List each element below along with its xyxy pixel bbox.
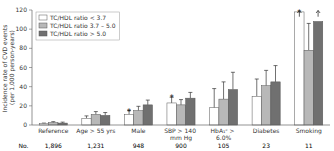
x-tick-label: Reference (38, 127, 69, 134)
error-bar (179, 100, 183, 105)
y-axis-label: Incidence rate of CVD events (per 1,000 … (1, 23, 16, 112)
y-tick-label: 80 (19, 44, 27, 51)
y-tick-label: 60 (19, 64, 27, 71)
number: 105 (218, 142, 230, 149)
significance-star: * (127, 108, 131, 117)
y-tick (29, 48, 32, 49)
bar (176, 105, 185, 125)
y-tick (29, 105, 32, 106)
chart: 0 20 40 60 80 100 120 Incidence rate of CVD eve… (0, 0, 334, 151)
error-bar (222, 82, 226, 99)
y-tick (29, 67, 32, 68)
y-tick (29, 125, 32, 126)
numbers-label: No. (19, 142, 29, 149)
bar (261, 86, 270, 125)
y-tick (29, 29, 32, 30)
x-tick-label: Diabetes (253, 127, 280, 134)
bar (219, 99, 228, 125)
bar (210, 108, 219, 125)
number: 11 (305, 142, 313, 149)
y-tick-label: 0 (23, 121, 27, 128)
legend-swatch (39, 15, 47, 20)
error-bar (94, 112, 98, 115)
legend-swatch (39, 31, 47, 36)
significance-star: * (297, 9, 301, 18)
error-bar (264, 70, 268, 85)
y-axis (32, 10, 33, 125)
x-tick-label: HbA₁ᶜ > 6.0% (211, 127, 237, 141)
y-tick-label: 100 (16, 25, 28, 32)
error-bar (231, 72, 235, 89)
y-tick-label: 120 (16, 6, 28, 13)
legend-label: TC/HDL ratio 3.7 – 5.0 (49, 22, 116, 29)
truncation-arrow (316, 10, 320, 16)
y-tick (29, 86, 32, 87)
error-bar (212, 89, 216, 108)
bar (91, 114, 100, 125)
bar (101, 115, 110, 125)
x-tick-label: Male (131, 127, 146, 134)
bar (134, 111, 143, 125)
bar (186, 98, 195, 125)
legend: TC/HDL ratio < 3.7TC/HDL ratio 3.7 – 5.0… (36, 12, 120, 40)
bar (295, 12, 304, 125)
error-bar (274, 66, 278, 82)
error-bar (146, 100, 150, 105)
error-bar (84, 116, 88, 118)
bar (252, 96, 261, 125)
bar (167, 103, 176, 125)
number: 948 (133, 142, 145, 149)
number: 23 (262, 142, 270, 149)
bar (143, 105, 152, 125)
bar (228, 90, 237, 125)
significance-star: * (170, 94, 174, 103)
y-tick-label: 20 (19, 102, 27, 109)
x-tick-label: SBP > 140 mm Hg (164, 127, 198, 142)
x-axis (32, 125, 330, 126)
error-bar (103, 113, 107, 116)
bar (313, 22, 322, 126)
number: 1,896 (45, 142, 62, 149)
number: 900 (175, 142, 187, 149)
truncation-arrow (297, 10, 301, 16)
number: 1,231 (87, 142, 104, 149)
legend-label: TC/HDL ratio > 5.0 (49, 30, 106, 37)
error-bar (136, 106, 140, 110)
bar (49, 123, 58, 125)
bar (82, 118, 91, 125)
legend-label: TC/HDL ratio < 3.7 (49, 14, 106, 21)
error-bar (255, 79, 259, 96)
error-bar (188, 92, 192, 98)
y-tick-label: 40 (19, 83, 27, 90)
legend-swatch (39, 23, 47, 28)
bar (271, 82, 280, 125)
y-tick (29, 10, 32, 11)
bar (304, 50, 313, 125)
x-tick-label: Smoking (296, 127, 322, 135)
x-tick-label: Age > 55 yrs (76, 127, 115, 135)
error-bar (307, 23, 311, 50)
